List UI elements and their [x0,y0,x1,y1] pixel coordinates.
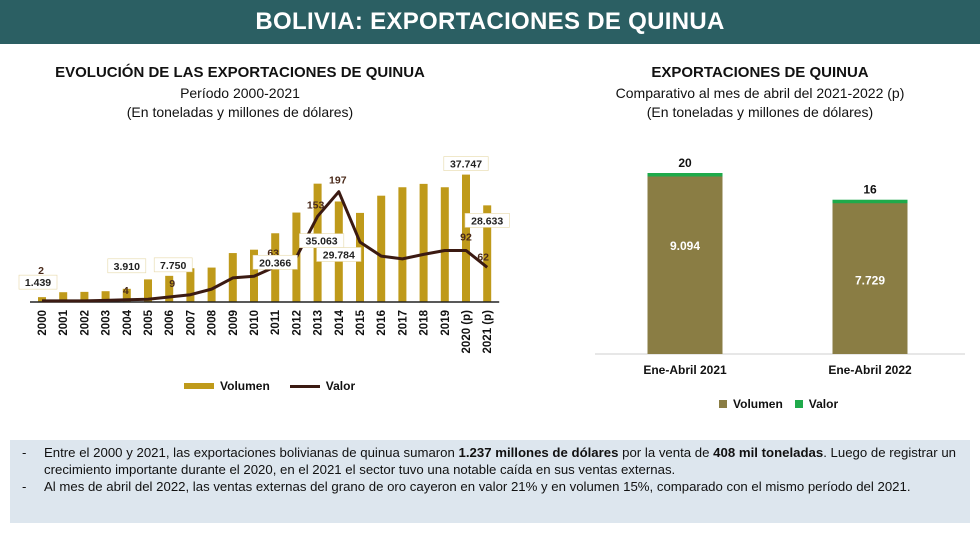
volumen-data-label: 29.784 [323,249,355,261]
legend-valor-swatch [289,384,320,388]
valor-bar [647,173,723,177]
volumen-bar [186,268,195,302]
x-tick-label: 2019 [440,310,452,336]
x-tick-label: 2003 [101,310,113,336]
x-tick-label: 2004 [122,309,134,335]
valor-data-label: 9 [169,278,175,290]
volumen-bar [440,187,449,302]
legend-volumen-swatch-right [719,400,727,408]
legend-volumen-label: Volumen [220,379,270,393]
volumen-bar [122,288,131,302]
volumen-label-box [464,213,510,228]
volumen-label-box [316,247,362,262]
right-chart: 9.094 20 Ene-Abril 2021 7.729 16 Ene-Abril 20… [595,156,965,377]
x-tick-label: 2010 [249,310,261,336]
volumen-data-label: 35.063 [306,236,338,248]
x-tick-label: 2002 [79,310,91,336]
volumen-bar [419,183,428,302]
left-chart-subtitle-period: Período 2000-2021 [180,85,300,101]
x-tick-label: 2014 [334,309,346,335]
volumen-data-label: 7.729 [855,273,885,287]
valor-data-label: 197 [329,175,347,187]
valor-bar [832,199,908,204]
volumen-data-label: 7.750 [160,260,186,272]
volumen-data-label: 9.094 [670,239,700,253]
valor-data-label: 92 [460,231,472,243]
category-label: Ene-Abril 2022 [828,363,912,377]
x-tick-label: 2015 [355,309,367,335]
volumen-bar [59,292,68,302]
left-chart-subtitle-units: (En toneladas y millones de dólares) [126,104,354,120]
volumen-bar [462,174,470,302]
volumen-bar [80,291,89,302]
x-tick-label: 2013 [313,310,325,336]
valor-data-label: 20 [678,156,692,170]
volumen-label-box [153,257,193,273]
valor-data-label: 63 [267,248,279,260]
x-tick-label: 2001 [58,309,70,335]
right-chart-subtitle-units: (En toneladas y millones de dólares) [646,104,874,120]
volumen-bar [832,202,908,354]
volumen-data-label: 20.366 [259,257,291,269]
legend-valor-swatch-right [794,400,803,408]
volumen-label-box [443,156,489,171]
x-tick-label: 2012 [291,310,303,336]
valor-data-label: 153 [307,199,325,211]
legend-valor-label: Valor [325,379,356,393]
valor-data-label: 4 [123,285,129,297]
valor-data-label: 16 [863,183,877,197]
right-chart-subtitle-period: Comparativo al mes de abril del 2021-202… [615,85,905,101]
right-legend: Volumen Valor [719,397,838,411]
left-chart-title: EVOLUCIÓN DE LAS EXPORTACIONES DE QUINUA [55,64,425,81]
x-tick-label: 2000 [37,310,49,336]
x-tick-label: 2021 (p) [482,310,494,354]
volumen-bar [377,195,386,302]
x-tick-label: 2006 [164,310,176,336]
x-tick-label: 2020 (p) [461,310,473,354]
volumen-data-label: 1.439 [25,277,51,289]
volumen-label-box [107,258,147,274]
x-tick-label: 2007 [185,310,197,336]
volumen-bar [101,291,110,302]
valor-data-label: 2 [38,265,44,277]
x-tick-label: 2018 [419,309,431,335]
x-tick-label: 2011 [270,309,282,335]
left-legend: Volumen Valor [184,379,355,393]
page-banner: BOLIVIA: EXPORTACIONES DE QUINUA [0,0,980,44]
volumen-data-label: 37.747 [450,159,482,171]
x-tick-label: 2009 [228,310,240,336]
left-chart: 2000 2001 2002 2003 2004 2005 2006 2007 2008 2009… [18,156,510,354]
valor-line [42,190,489,303]
legend-valor-label-right: Valor [808,397,839,411]
volumen-bar [647,176,723,354]
notes-list: Entre el 2000 y 2021, las exportaciones … [10,444,970,495]
x-tick-label: 2016 [376,310,388,336]
volumen-bar [398,187,407,302]
volumen-bar [483,205,492,302]
volumen-data-label: 3.910 [114,261,140,273]
x-tick-label: 2017 [397,310,409,336]
notes-box: Entre el 2000 y 2021, las exportaciones … [10,440,970,523]
x-tick-label: 2005 [143,309,155,335]
volumen-bar [207,267,216,302]
legend-volumen-label-right: Volumen [733,397,783,411]
volumen-bar [165,275,174,302]
category-label: Ene-Abril 2021 [643,363,727,377]
volumen-bar [144,279,152,302]
right-chart-title: EXPORTACIONES DE QUINUA [651,64,869,81]
volumen-label-box [18,274,58,290]
x-tick-label: 2008 [207,309,219,335]
legend-volumen-swatch [184,383,214,389]
volumen-data-label: 28.633 [471,215,503,227]
note-item: Entre el 2000 y 2021, las exportaciones … [22,444,956,478]
valor-data-label: 62 [477,251,489,263]
volumen-label-box [252,254,298,270]
note-item: Al mes de abril del 2022, las ventas ext… [22,478,956,495]
